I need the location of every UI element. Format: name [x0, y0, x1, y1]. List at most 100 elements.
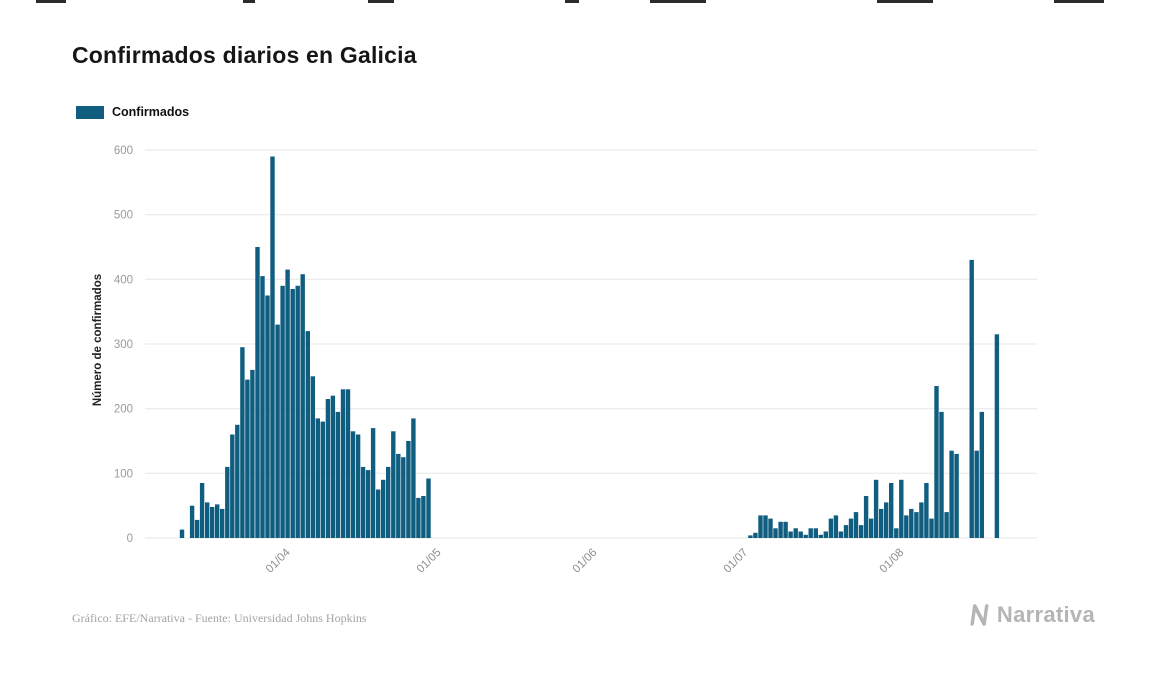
- bar[interactable]: [320, 421, 325, 538]
- bar[interactable]: [944, 512, 949, 538]
- bar[interactable]: [215, 504, 220, 538]
- bar[interactable]: [295, 285, 300, 538]
- bar[interactable]: [230, 434, 235, 539]
- bar[interactable]: [265, 295, 270, 539]
- bar[interactable]: [340, 389, 346, 538]
- bar[interactable]: [315, 418, 320, 538]
- bar[interactable]: [868, 518, 874, 538]
- bar[interactable]: [225, 466, 230, 538]
- bar[interactable]: [848, 518, 854, 538]
- bar[interactable]: [778, 521, 783, 538]
- bar[interactable]: [365, 470, 371, 538]
- bar[interactable]: [406, 441, 411, 538]
- bar[interactable]: [924, 483, 929, 538]
- bar[interactable]: [360, 466, 366, 538]
- bar[interactable]: [994, 334, 1000, 538]
- bar[interactable]: [426, 478, 431, 539]
- bar[interactable]: [325, 399, 331, 538]
- bar[interactable]: [934, 386, 939, 538]
- bar[interactable]: [843, 525, 849, 538]
- bar[interactable]: [813, 528, 818, 538]
- bar[interactable]: [285, 269, 290, 538]
- bar[interactable]: [803, 534, 808, 538]
- bar[interactable]: [245, 379, 250, 538]
- bar[interactable]: [300, 274, 305, 538]
- bar[interactable]: [863, 496, 869, 538]
- bar[interactable]: [381, 479, 386, 538]
- bar[interactable]: [411, 418, 416, 538]
- bar[interactable]: [335, 411, 341, 538]
- bar[interactable]: [919, 502, 924, 538]
- bar[interactable]: [250, 369, 255, 538]
- bar[interactable]: [954, 453, 959, 538]
- bar[interactable]: [189, 505, 195, 538]
- bar[interactable]: [899, 479, 904, 538]
- bar[interactable]: [370, 428, 376, 538]
- top-edge-artifact: [650, 0, 706, 3]
- bar[interactable]: [355, 434, 361, 539]
- bar[interactable]: [421, 496, 426, 538]
- bar[interactable]: [909, 508, 914, 538]
- bar[interactable]: [828, 518, 834, 538]
- bar[interactable]: [386, 466, 391, 538]
- bar[interactable]: [260, 276, 265, 538]
- bar[interactable]: [939, 411, 944, 538]
- bar[interactable]: [280, 285, 285, 538]
- bar[interactable]: [879, 508, 884, 538]
- bar[interactable]: [904, 515, 909, 538]
- x-tick-label: 01/04: [264, 546, 293, 575]
- bar[interactable]: [873, 479, 879, 538]
- bar[interactable]: [376, 489, 381, 539]
- bar[interactable]: [889, 483, 894, 538]
- bar[interactable]: [199, 483, 205, 538]
- bar[interactable]: [240, 347, 245, 538]
- bar[interactable]: [205, 502, 210, 538]
- bar[interactable]: [255, 247, 260, 538]
- bar[interactable]: [345, 389, 351, 538]
- bar[interactable]: [894, 528, 899, 538]
- bar[interactable]: [396, 453, 401, 538]
- bar[interactable]: [768, 518, 773, 538]
- bar[interactable]: [220, 508, 225, 538]
- bar[interactable]: [793, 528, 798, 538]
- bar[interactable]: [914, 512, 919, 538]
- bar[interactable]: [969, 259, 974, 538]
- bar[interactable]: [884, 502, 889, 538]
- bar[interactable]: [773, 528, 778, 538]
- bar[interactable]: [350, 431, 356, 538]
- bar[interactable]: [949, 450, 954, 538]
- bar[interactable]: [763, 515, 768, 538]
- bar[interactable]: [210, 507, 215, 538]
- bar[interactable]: [853, 512, 859, 538]
- bar[interactable]: [194, 519, 200, 538]
- bar[interactable]: [838, 531, 844, 539]
- bar[interactable]: [310, 376, 315, 538]
- bar[interactable]: [929, 518, 934, 538]
- bar[interactable]: [823, 531, 828, 539]
- bar[interactable]: [391, 431, 396, 538]
- bar[interactable]: [330, 395, 336, 538]
- bar[interactable]: [808, 528, 813, 538]
- bar[interactable]: [758, 515, 763, 538]
- x-tick-label: 01/07: [722, 547, 751, 576]
- bar[interactable]: [179, 529, 185, 538]
- bar[interactable]: [788, 531, 793, 539]
- bar[interactable]: [290, 289, 295, 538]
- bar[interactable]: [270, 156, 275, 539]
- bar[interactable]: [979, 411, 984, 538]
- bar[interactable]: [401, 457, 406, 538]
- bar[interactable]: [275, 324, 280, 538]
- bar[interactable]: [748, 535, 753, 538]
- bar[interactable]: [858, 525, 864, 538]
- bar[interactable]: [818, 534, 823, 538]
- y-tick-label: 200: [114, 404, 133, 416]
- narrativa-logo-icon: [970, 604, 989, 626]
- bar[interactable]: [753, 532, 758, 538]
- bar[interactable]: [974, 450, 979, 538]
- bar[interactable]: [235, 424, 240, 538]
- bar[interactable]: [833, 515, 839, 538]
- bar[interactable]: [416, 497, 421, 538]
- bar[interactable]: [798, 531, 803, 539]
- bar[interactable]: [305, 331, 310, 538]
- bar[interactable]: [783, 521, 788, 538]
